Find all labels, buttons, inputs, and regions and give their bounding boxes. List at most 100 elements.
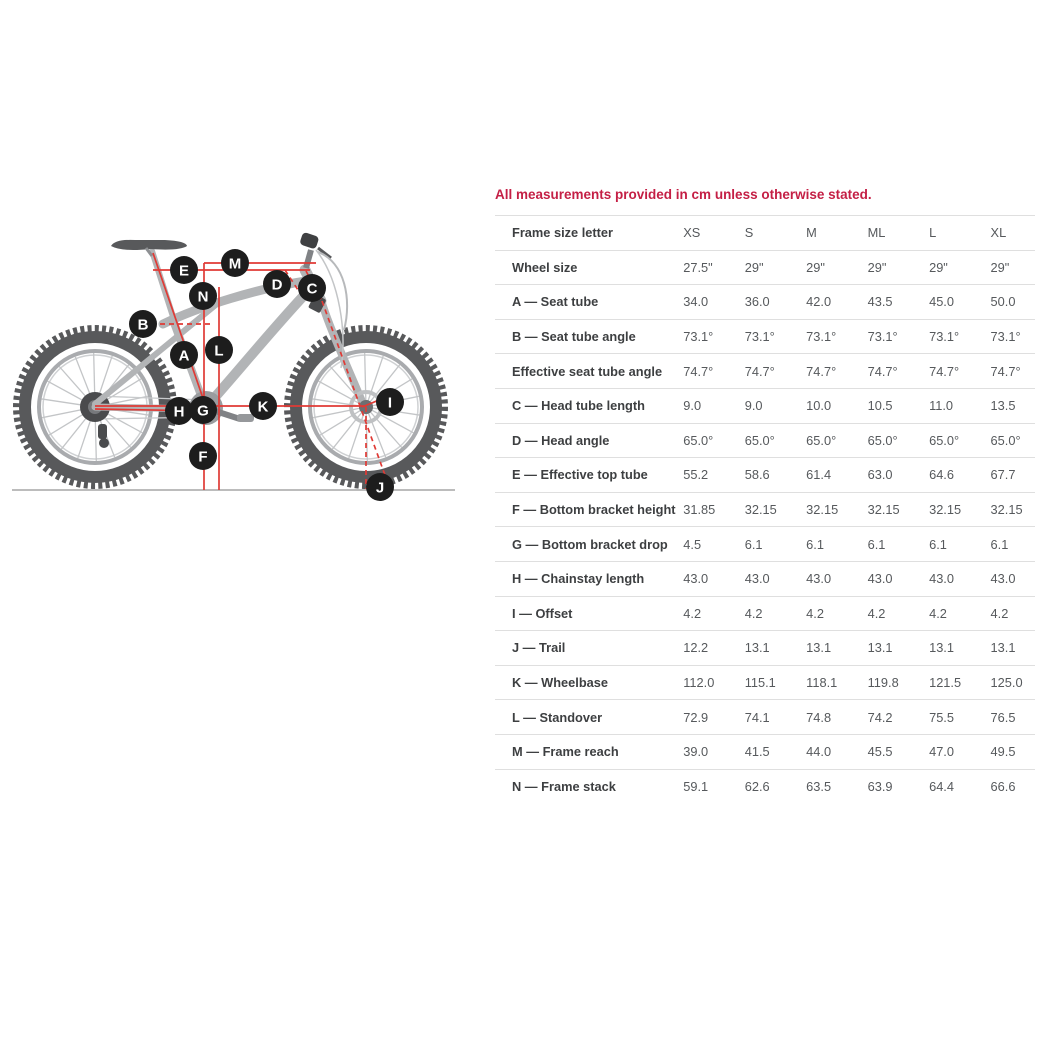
cell: 65.0° (806, 432, 837, 448)
cell: 118.1 (806, 675, 838, 691)
down-tube (203, 283, 316, 410)
cell: 13.1 (929, 640, 954, 656)
cell: 43.0 (806, 571, 832, 587)
cell: 64.6 (929, 467, 954, 483)
diagram-badge-M: M (221, 249, 249, 277)
frame-size-letter-header: Frame size letter (512, 225, 614, 241)
cell: 4.2 (744, 605, 763, 621)
table-row: I — Offset 4.2 4.2 4.2 4.2 4.2 4.2 (495, 596, 1035, 631)
cell: 9.0 (744, 398, 763, 414)
cell: 6.1 (744, 536, 763, 552)
cell: 43.0 (990, 571, 1016, 587)
badge-circle (249, 392, 277, 420)
badge-letter: A (179, 347, 190, 364)
cell: 4.2 (683, 605, 702, 621)
table-row: M — Frame reach 39.0 41.5 44.0 45.5 47.0 49.5 (495, 734, 1035, 769)
cell: 55.2 (683, 467, 709, 483)
cell: 44.0 (806, 744, 832, 760)
cell: 74.7° (990, 363, 1021, 379)
diagram-badge-H: H (165, 397, 193, 425)
row-label: F — Bottom bracket height (512, 502, 676, 518)
table-row: N — Frame stack 59.1 62.6 63.5 63.9 64.4 66.6 (495, 769, 1035, 803)
rear-derailleur (98, 424, 109, 448)
cell: 11.0 (929, 398, 954, 414)
cell: 4.2 (929, 605, 947, 621)
badge-circle (189, 282, 217, 310)
table-header-row: Frame size letter XS S M ML L XL (495, 215, 1035, 251)
cell: 13.1 (990, 640, 1016, 656)
row-label: I — Offset (512, 605, 573, 621)
cell: 58.6 (744, 467, 770, 483)
badge-circle (205, 336, 233, 364)
table-row: L — Standover 72.9 74.1 74.8 74.2 75.5 76.5 (495, 699, 1035, 735)
cell: 10.0 (806, 398, 832, 414)
cell: 29" (929, 259, 948, 275)
badge-circle (263, 270, 291, 298)
badge-letter: B (138, 316, 149, 333)
cell: 13.1 (744, 640, 770, 656)
table-row: Wheel size 27.5" 29" 29" 29" 29" 29" (495, 250, 1035, 285)
cell: 73.1° (929, 329, 960, 345)
badge-letter: E (179, 262, 189, 279)
diagram-badge-L: L (205, 336, 233, 364)
size-column-M: M (806, 225, 817, 241)
cell: 6.1 (990, 536, 1009, 552)
row-label: G — Bottom bracket drop (512, 536, 668, 552)
cell: 10.5 (867, 398, 893, 414)
cell: 6.1 (867, 536, 886, 552)
cell: 31.85 (683, 502, 716, 518)
diagram-badge-J: J (366, 473, 394, 501)
cell: 39.0 (683, 744, 709, 760)
size-column-S: S (744, 225, 754, 241)
cell: 43.5 (867, 294, 893, 310)
cell: 73.1° (806, 329, 837, 345)
cell: 65.0° (683, 432, 714, 448)
row-label: D — Head angle (512, 432, 610, 448)
cell: 32.15 (806, 502, 839, 518)
badge-letter: N (198, 288, 209, 305)
row-label: N — Frame stack (512, 778, 616, 794)
row-label: B — Seat tube angle (512, 329, 636, 345)
badge-letter: H (174, 403, 185, 420)
cell: 13.1 (867, 640, 893, 656)
cell: 63.0 (867, 467, 893, 483)
cell: 125.0 (990, 675, 1023, 691)
cell: 29" (806, 259, 825, 275)
cell: 74.7° (683, 363, 714, 379)
badge-circle (170, 341, 198, 369)
cell: 63.9 (867, 778, 893, 794)
table-row: Effective seat tube angle 74.7° 74.7° 74.7°… (495, 353, 1035, 389)
cell: 43.0 (929, 571, 954, 587)
row-label: Effective seat tube angle (512, 363, 663, 379)
cell: 43.0 (683, 571, 709, 587)
cell: 4.5 (683, 536, 702, 552)
cell: 6.1 (806, 536, 824, 552)
badge-circle (189, 442, 217, 470)
badge-letter: G (197, 402, 209, 419)
cell: 32.15 (929, 502, 962, 518)
cell: 115.1 (744, 675, 776, 691)
cell: 45.0 (929, 294, 954, 310)
cell: 4.2 (990, 605, 1009, 621)
cell: 74.1 (744, 709, 770, 725)
diagram-badge-A: A (170, 341, 198, 369)
cell: 74.7° (806, 363, 837, 379)
badge-layer: E M N D C B A L H G K I F J (129, 249, 404, 501)
cell: 36.0 (744, 294, 770, 310)
cell: 66.6 (990, 778, 1016, 794)
cell: 50.0 (990, 294, 1016, 310)
cell: 74.7° (744, 363, 775, 379)
size-column-XL: XL (990, 225, 1007, 241)
badge-circle (189, 396, 217, 424)
row-label: Wheel size (512, 259, 578, 275)
diagram-badge-C: C (298, 274, 326, 302)
saddle (111, 239, 187, 250)
cell: 34.0 (683, 294, 709, 310)
cell: 29" (867, 259, 887, 275)
cell: 73.1° (990, 329, 1021, 345)
cell: 12.2 (683, 640, 709, 656)
cell: 76.5 (990, 709, 1016, 725)
cell: 72.9 (683, 709, 709, 725)
table-row: C — Head tube length 9.0 9.0 10.0 10.5 11.0 13… (495, 388, 1035, 423)
cell: 27.5" (683, 259, 713, 275)
